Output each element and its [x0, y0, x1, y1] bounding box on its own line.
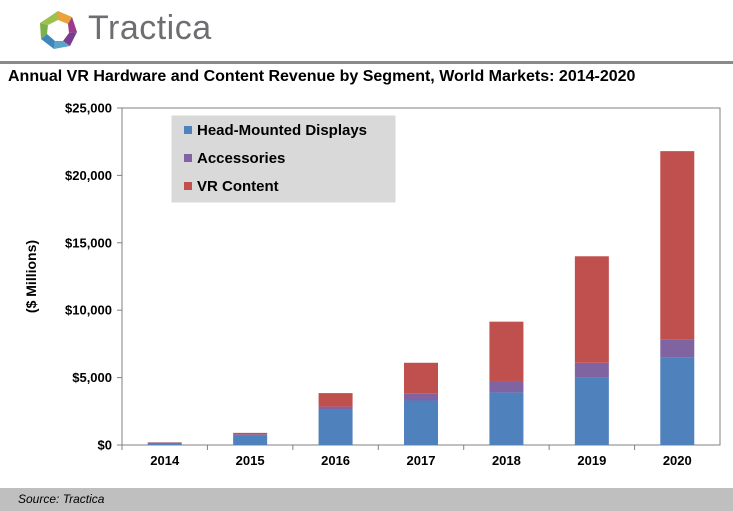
x-tick-label: 2017: [407, 453, 436, 468]
y-axis-label: ($ Millions): [23, 240, 39, 313]
legend-swatch: [184, 182, 192, 190]
bar-2018-series-1: [489, 380, 524, 393]
chart-legend: Head-Mounted Displays Accessories VR Conte…: [171, 115, 396, 203]
header-divider: [0, 61, 733, 64]
bar-2018-series-0: [489, 392, 524, 445]
bar-2016-series-1: [318, 406, 353, 410]
chart-bars: 2014 2015 2016 2017 2018 2019 2020: [121, 151, 695, 468]
bar-2016-series-2: [318, 393, 353, 407]
y-tick-label: $25,000: [65, 101, 112, 116]
bar-2015-series-0: [233, 435, 268, 445]
footer: Source: Tractica: [0, 488, 733, 511]
bar-2017-series-0: [404, 400, 438, 445]
y-tick-label: $20,000: [65, 168, 112, 183]
x-tick-label: 2016: [321, 453, 350, 468]
legend-swatch: [184, 154, 192, 162]
y-tick-label: $10,000: [65, 303, 112, 318]
legend-label: Head-Mounted Displays: [197, 122, 367, 139]
bar-2016-series-0: [318, 409, 353, 445]
legend-swatch: [184, 126, 192, 134]
x-tick-label: 2019: [577, 453, 606, 468]
legend-label: Accessories: [197, 150, 285, 167]
source-note: Source: Tractica: [18, 492, 105, 506]
x-tick-label: 2020: [663, 453, 692, 468]
y-tick-label: $15,000: [65, 235, 112, 250]
bar-2017-series-2: [404, 362, 438, 394]
y-tick-label: $0: [98, 438, 112, 453]
x-tick-label: 2014: [150, 453, 180, 468]
bar-2020-series-0: [660, 357, 695, 445]
bar-2019-series-0: [574, 377, 609, 445]
tractica-logo-icon: [40, 11, 77, 49]
bar-2014-series-0: [147, 442, 182, 445]
legend-box: [171, 115, 396, 203]
bar-2015-series-1: [233, 434, 268, 436]
bar-2019-series-2: [574, 256, 609, 363]
bar-2019-series-1: [574, 362, 609, 378]
bar-2015-series-2: [233, 432, 268, 435]
brand-name: Tractica: [88, 9, 212, 47]
bar-2017-series-1: [404, 393, 438, 401]
x-tick-label: 2018: [492, 453, 521, 468]
x-tick-label: 2015: [236, 453, 265, 468]
bar-2020-series-2: [660, 151, 695, 340]
y-tick-label: $5,000: [72, 370, 112, 385]
bar-2018-series-2: [489, 321, 524, 381]
chart: $0 $5,000 $10,000 $15,000 $20,000 $25,000 ($ M…: [23, 101, 721, 468]
header: Tractica: [0, 0, 733, 62]
chart-title: Annual VR Hardware and Content Revenue b…: [8, 68, 636, 85]
legend-label: VR Content: [197, 178, 279, 195]
bar-2020-series-1: [660, 339, 695, 358]
